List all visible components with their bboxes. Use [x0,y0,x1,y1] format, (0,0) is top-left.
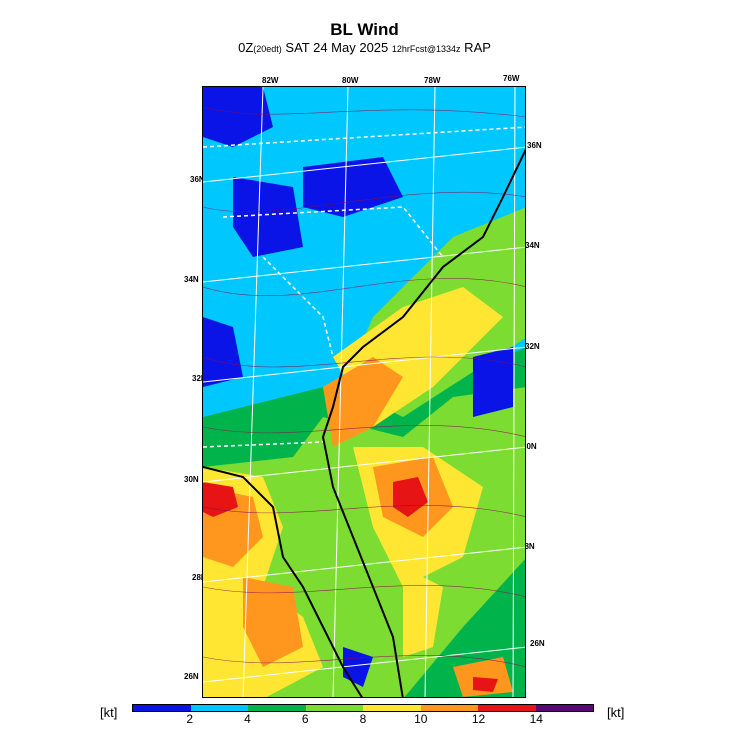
legend-color-segment [535,705,593,711]
lon-label-76w: 76W [503,74,520,83]
lat-label-right-34n: 34N [525,241,540,250]
atlantic-coastline [321,148,525,697]
legend-tick-label: 12 [471,712,486,726]
legend-tick-label: 14 [529,712,543,726]
streamlines [203,106,525,667]
lat-label-left-30n: 30N [184,475,199,484]
lat-label-left-34n: 34N [184,275,199,284]
subtitle-model: RAP [460,40,491,55]
subtitle-forecast: 12hrFcst@1334z [391,44,461,54]
lat-label-left-28n: 28N [192,573,207,582]
lat-label-left-32n: 32N [192,374,207,383]
gulf-coastline [203,466,363,697]
wind-map [202,86,526,698]
field-12kt-bahamas [453,657,513,697]
legend-color-segment [133,705,191,711]
field-2kt-tn [233,177,303,257]
legend-color-segment [478,705,536,711]
lat-label-right-28n: 28N [520,542,535,551]
field-10kt-east [403,567,443,657]
wind-map-canvas [203,87,525,697]
state-borders [203,126,525,448]
lat-label-left-26n: 26N [184,672,199,681]
lat-label-right-32n: 32N [525,342,540,351]
lon-label-82w: 82W [262,76,279,85]
subtitle-prefix: 0Z [238,40,254,55]
legend-tick-label: 8 [359,712,367,726]
legend-color-segment [190,705,248,711]
subtitle-local-time: (20edt) [253,44,282,54]
lat-label-right-26n: 26N [530,639,545,648]
chart-title: BL Wind [330,20,399,39]
field-2kt-west [203,317,243,387]
lon-label-78w: 78W [424,76,441,85]
field-2kt-florida [343,647,373,687]
legend-color-segment [420,705,478,711]
field-2kt-nc [303,157,403,217]
legend-tick-label: 10 [414,712,428,726]
legend-color-segment [248,705,306,711]
field-14kt-atlantic [393,477,428,517]
field-14kt-gulf [203,482,238,517]
legend-tick-label: 2 [186,712,194,726]
field-12kt-georgia [323,357,403,447]
legend-color-segment [363,705,421,711]
legend-unit-right: [kt] [607,705,625,720]
legend-color-segment [305,705,363,711]
lat-label-right-30n: 30N [522,442,537,451]
legend-colorbar [132,704,594,712]
legend-tick-label: 4 [244,712,251,726]
field-12kt-sw [243,577,303,667]
chart-subtitle: 0Z(20edt) SAT 24 May 2025 12hrFcst@1334z… [0,40,729,55]
subtitle-date: SAT 24 May 2025 [281,40,392,55]
legend-tick-label: 6 [301,712,309,726]
field-2kt-nw [203,87,273,147]
field-14kt-bahamas [473,677,498,692]
lon-label-80w: 80W [342,76,359,85]
field-2kt-atlantic [473,347,513,417]
lat-label-left-36n: 36N [190,175,205,184]
legend-unit-left: [kt] [100,705,118,720]
lat-label-right-36n: 36N [527,141,542,150]
